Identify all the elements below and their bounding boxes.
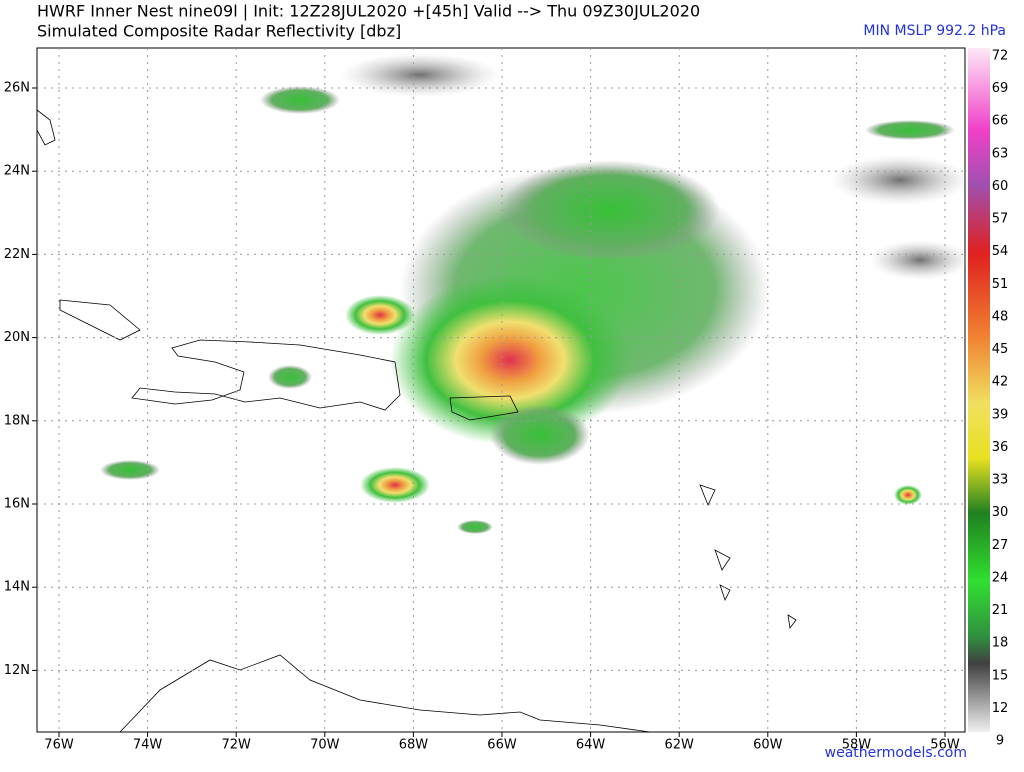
colorbar-label: 36	[992, 440, 1009, 455]
lon-label: 68W	[399, 738, 429, 753]
coastline	[131, 339, 401, 411]
lon-label: 66W	[487, 738, 517, 753]
colorbar-label: 45	[992, 342, 1009, 357]
colorbar-label: 30	[992, 505, 1009, 520]
colorbar-label: 51	[992, 277, 1009, 292]
lat-label: 18N	[4, 413, 30, 428]
lon-label: 62W	[664, 738, 694, 753]
lon-label: 72W	[221, 738, 251, 753]
subtitle: Simulated Composite Radar Reflectivity […	[37, 22, 401, 41]
colorbar	[968, 48, 990, 732]
rain-band	[865, 120, 955, 140]
lat-label: 26N	[4, 81, 30, 96]
colorbar-label: 63	[992, 146, 1009, 161]
lon-label: 58W	[842, 738, 872, 753]
rain-band	[490, 405, 590, 465]
lon-label: 76W	[44, 738, 74, 753]
colorbar-label: 27	[992, 538, 1009, 553]
colorbar-label: 21	[992, 603, 1009, 618]
lon-label: 70W	[310, 738, 340, 753]
coastline	[59, 299, 141, 341]
storm-core	[390, 275, 630, 445]
colorbar-label: 12	[992, 701, 1009, 716]
colorbar-label: 69	[992, 81, 1009, 96]
rain-band	[500, 160, 720, 260]
lon-label: 64W	[576, 738, 606, 753]
coastline	[36, 109, 56, 146]
lat-label: 22N	[4, 247, 30, 262]
colorbar-label: 60	[992, 179, 1009, 194]
colorbar-label: 24	[992, 570, 1009, 585]
lon-label: 74W	[133, 738, 163, 753]
colorbar-label: 9	[996, 734, 1004, 749]
storm-cell	[894, 485, 922, 505]
rain-band	[268, 365, 312, 389]
colorbar-label: 57	[992, 212, 1009, 227]
lon-label: 60W	[753, 738, 783, 753]
storm-cell	[345, 295, 415, 335]
colorbar-label: 54	[992, 244, 1009, 259]
rain-band	[260, 86, 340, 114]
rain-band	[100, 460, 160, 480]
lat-label: 24N	[4, 164, 30, 179]
colorbar-label: 66	[992, 114, 1009, 129]
rain-band	[457, 520, 493, 534]
coastline	[699, 484, 797, 630]
colorbar-label: 33	[992, 473, 1009, 488]
lat-label: 20N	[4, 330, 30, 345]
map-area	[36, 47, 970, 733]
cloud	[830, 155, 970, 205]
lat-label: 12N	[4, 663, 30, 678]
storm-cell	[360, 467, 430, 503]
colorbar-label: 39	[992, 407, 1009, 422]
colorbar-label: 72	[992, 49, 1009, 64]
title: HWRF Inner Nest nine09l | Init: 12Z28JUL…	[37, 2, 700, 21]
cloud	[340, 53, 500, 97]
lat-label: 16N	[4, 497, 30, 512]
colorbar-label: 18	[992, 636, 1009, 651]
cloud	[870, 240, 970, 280]
min-mslp: MIN MSLP 992.2 hPa	[863, 23, 1006, 39]
source: weathermodels.com	[825, 745, 967, 761]
colorbar-label: 15	[992, 668, 1009, 683]
lat-label: 14N	[4, 580, 30, 595]
colorbar-label: 42	[992, 375, 1009, 390]
coastline	[119, 654, 651, 733]
coastline	[449, 395, 519, 421]
lon-label: 56W	[930, 738, 960, 753]
colorbar-label: 48	[992, 309, 1009, 324]
